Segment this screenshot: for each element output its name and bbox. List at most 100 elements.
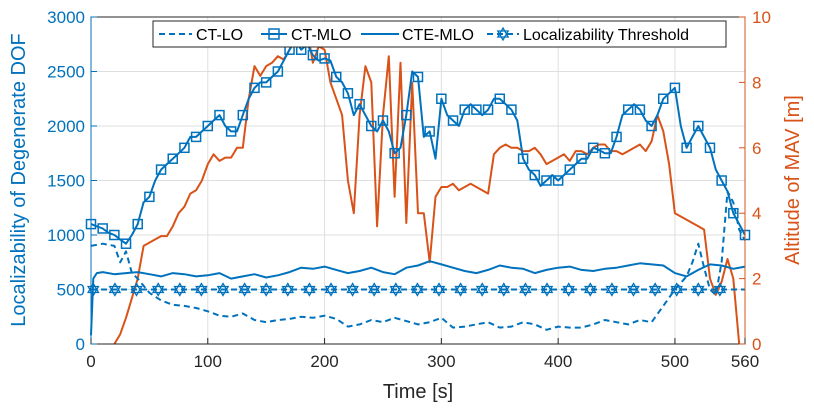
localizability-series-group [85,40,751,336]
marker-ct-mlo [401,109,412,121]
marker-ct-mlo [529,169,541,181]
legend-label-ct-lo: CT-LO [196,27,243,44]
marker-localizability-threshold [216,282,230,297]
marker-localizability-threshold [173,282,187,297]
marker-ct-mlo [576,153,587,164]
marker-ct-mlo [646,120,657,132]
y-axis-right-label: Altitude of MAV [m] [782,95,804,265]
marker-localizability-threshold [432,282,446,297]
y-right-tick-label: 2 [752,270,761,289]
marker-localizability-threshold [281,282,295,297]
marker-ct-mlo [307,49,319,61]
marker-ct-mlo [564,164,576,175]
y-right-tick-label: 0 [752,335,761,354]
marker-ct-mlo [436,93,447,104]
marker-ct-mlo [728,207,739,219]
marker-localizability-threshold [670,282,684,297]
series-line-ct-lo [90,190,746,331]
series-line-altitude [113,29,741,345]
marker-localizability-threshold [475,282,489,297]
marker-ct-mlo [319,53,330,64]
marker-ct-mlo [237,109,249,121]
legend-star-shape [496,26,510,42]
marker-ct-mlo [342,88,354,99]
altitude-series-group [113,29,741,345]
marker-localizability-threshold [130,282,143,297]
marker-ct-mlo [412,71,424,83]
legend-marker-threshold-star [496,26,510,42]
marker-localizability-threshold [540,282,554,297]
marker-ct-mlo [260,77,272,88]
marker-localizability-threshold [195,282,208,297]
legend-label-cte-mlo: CTE-MLO [402,27,474,44]
legend-label-threshold: Localizability Threshold [523,27,689,44]
marker-localizability-threshold [454,282,467,297]
marker-ct-mlo [459,104,470,115]
y-left-tick-label: 3000 [47,8,85,27]
x-tick-label: 300 [427,352,455,371]
marker-ct-mlo [669,82,681,94]
marker-ct-mlo [622,104,634,115]
y-left-tick-label: 1500 [47,172,85,191]
marker-localizability-threshold [691,282,705,297]
marker-ct-mlo [658,93,669,104]
marker-ct-mlo [681,142,692,154]
marker-localizability-threshold [562,282,575,297]
x-tick-label: 100 [194,352,222,371]
marker-ct-mlo [517,153,529,164]
marker-localizability-threshold [324,282,338,297]
axis-ticks: 0 100 200 300 400 500 560050010001500200025003… [47,8,771,371]
marker-localizability-threshold [648,282,662,297]
marker-localizability-threshold [497,282,511,297]
marker-localizability-threshold [605,282,619,297]
marker-localizability-threshold [238,282,251,297]
x-tick-label: 500 [661,352,689,371]
marker-ct-mlo [144,191,155,203]
marker-ct-mlo [389,148,400,159]
y-right-tick-label: 10 [752,8,771,27]
x-axis-label: Time [s] [383,381,453,403]
marker-localizability-threshold [367,282,381,297]
marker-ct-mlo [155,164,167,175]
marker-ct-mlo [132,218,143,230]
marker-ct-mlo [354,98,365,110]
marker-ct-mlo [377,115,389,126]
marker-localizability-threshold [346,282,359,297]
marker-localizability-threshold [108,282,122,297]
marker-ct-mlo [693,120,704,132]
marker-ct-mlo [109,229,120,241]
marker-ct-mlo [424,126,435,137]
x-tick-label: 200 [310,352,338,371]
marker-ct-mlo [599,148,611,159]
y-axis-left-label: Localizability of Degenerate DOF [8,33,30,326]
marker-ct-mlo [225,126,237,137]
y-left-tick-label: 0 [76,335,85,354]
y-left-tick-label: 1000 [47,226,85,245]
y-left-tick-label: 2500 [47,63,85,82]
marker-localizability-threshold [627,282,640,297]
y-left-tick-label: 500 [57,281,85,300]
marker-ct-mlo [366,120,377,132]
y-right-tick-label: 6 [752,139,761,158]
x-tick-label: 400 [544,352,572,371]
marker-ct-mlo [167,153,178,164]
marker-ct-mlo [179,142,190,154]
marker-localizability-threshold [411,282,424,297]
legend-label-ct-mlo: CT-MLO [291,27,351,44]
marker-ct-mlo [249,82,260,94]
marker-ct-mlo [202,120,214,132]
marker-ct-mlo [541,175,552,186]
marker-ct-mlo [506,104,517,115]
marker-localizability-threshold [303,282,316,297]
legend-marker-ct-mlo [268,28,280,40]
series-line-cte-mlo [90,260,746,336]
x-tick-label: 0 [86,352,95,371]
marker-ct-mlo [471,104,482,115]
y-right-tick-label: 4 [752,204,761,223]
marker-ct-mlo [190,131,202,143]
marker-ct-mlo [214,109,225,121]
marker-ct-mlo [494,93,505,104]
marker-ct-mlo [587,142,599,154]
marker-ct-mlo [447,115,459,126]
